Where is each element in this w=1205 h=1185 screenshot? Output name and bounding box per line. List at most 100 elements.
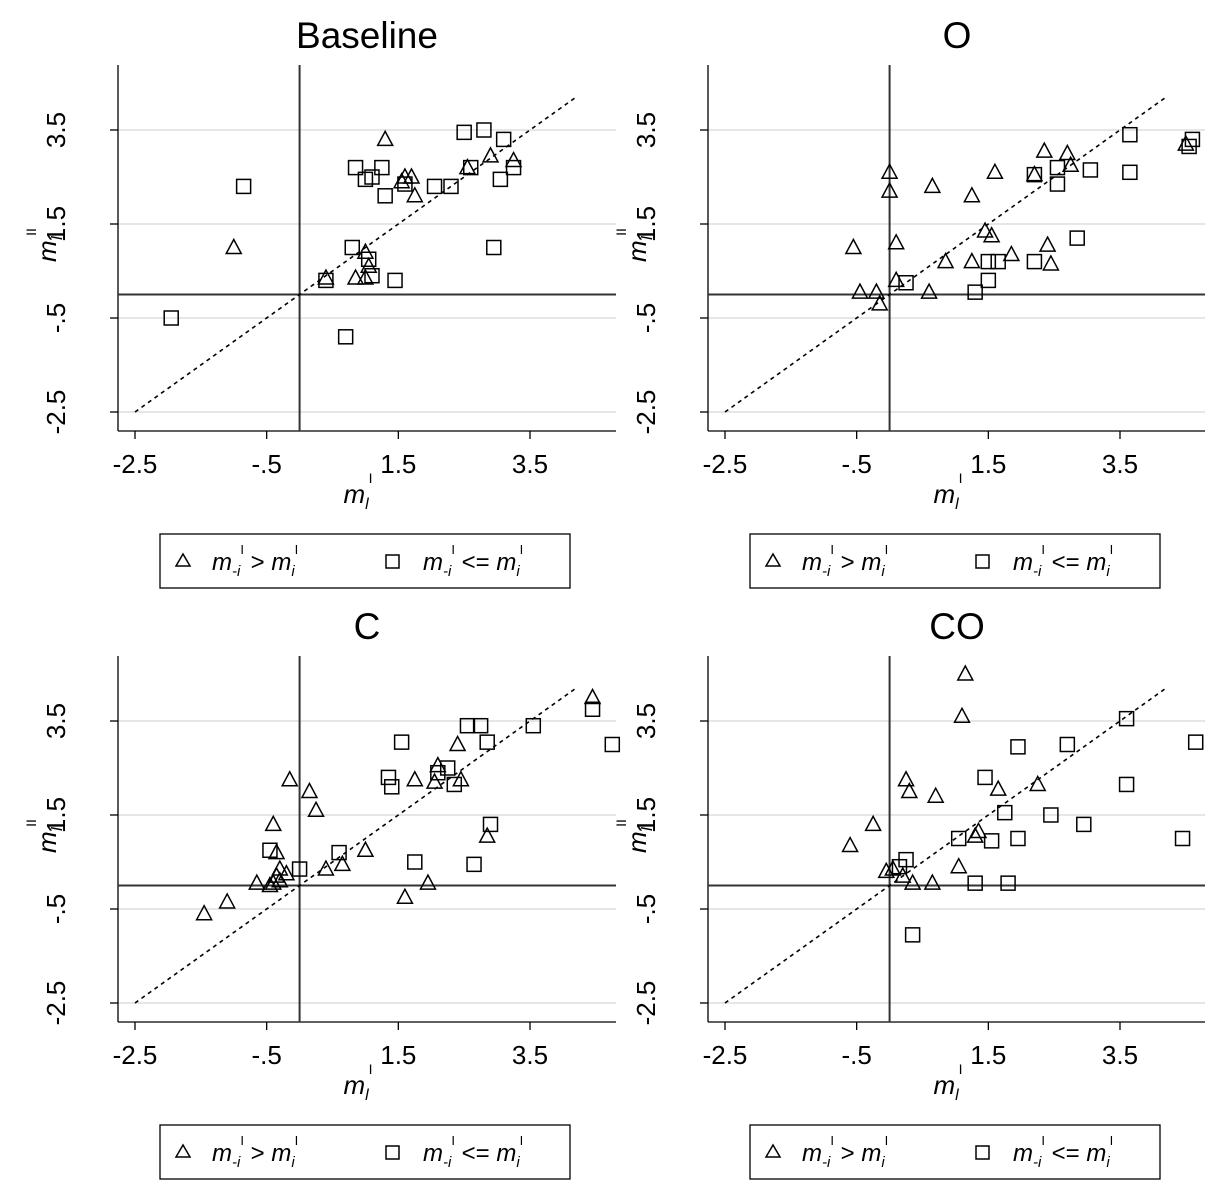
square-marker [1118,710,1135,727]
diagonal-45-line [134,687,577,1004]
square-marker [262,842,278,858]
square-marker [482,816,499,833]
square-marker [604,736,621,753]
y-tick-label: 3.5 [41,703,71,739]
triangle-marker [900,781,919,799]
panel-3: C -2.5 -2.5 -.5 -.5 1.5 1.5 3.5 3.5 mlI mIII m-iI >… [23,606,621,1180]
legend-label-square: m-iI <= miI [1013,1133,1113,1171]
triangle-marker [897,770,915,787]
square-marker [360,251,377,267]
triangle-marker [956,664,975,681]
square-marker [1026,253,1043,270]
triangle-marker [989,779,1007,796]
triangle-marker [953,706,971,724]
x-tick-label: 1.5 [380,1040,416,1070]
panel-2: O -2.5 -2.5 -.5 -.5 1.5 1.5 3.5 3.5 mlI mIII m-iI >… [613,15,1205,589]
triangle-marker [356,242,375,259]
triangle-marker [317,859,335,876]
x-tick-label: -2.5 [703,449,748,479]
legend-triangle-icon [764,1143,782,1158]
square-marker [380,769,397,786]
triangle-marker [986,162,1004,180]
square-marker [331,844,347,861]
legend-box [749,533,1161,589]
triangle-marker [317,268,335,285]
triangle-marker [248,873,266,890]
square-marker [479,734,495,750]
square-marker [443,178,459,195]
panel-4: CO -2.5 -2.5 -.5 -.5 1.5 1.5 3.5 3.5 mlI mIII m-iI … [613,606,1205,1180]
legend-box [749,1124,1161,1180]
y-axis-label: mIII [613,228,656,262]
triangle-marker [356,840,375,857]
square-marker [1122,126,1138,143]
x-tick-label: 1.5 [970,449,1006,479]
y-tick-label: 1.5 [631,206,661,242]
triangle-marker [267,843,286,860]
triangle-marker [963,186,981,203]
square-marker [384,779,400,795]
triangle-marker [877,861,896,879]
square-marker [1010,830,1026,847]
y-tick-label: 1.5 [631,797,661,833]
legend-box [159,533,571,589]
legend-label-square: m-iI <= miI [1013,542,1113,580]
square-marker [1043,807,1059,823]
y-axis-label: mIII [23,819,66,853]
triangle-marker [963,252,981,269]
y-axis-label: mIII [23,228,66,262]
square-marker [898,275,914,291]
x-tick-label: -.5 [841,449,871,479]
triangle-marker [976,221,994,238]
square-marker [439,760,456,776]
square-marker [463,159,479,176]
y-tick-label: 3.5 [41,112,71,148]
x-tick-label: 3.5 [1102,449,1138,479]
triangle-marker [583,687,602,705]
square-marker [486,239,502,256]
square-marker [374,159,390,176]
x-tick-label: -2.5 [113,1040,158,1070]
legend: m-iI > miI m-iI <= miI [749,533,1161,589]
panel-title: CO [929,606,985,647]
legend-box [159,1124,571,1180]
square-marker [1059,736,1076,753]
square-marker [997,804,1013,821]
x-tick-label: 3.5 [512,1040,548,1070]
triangle-marker [419,873,437,890]
square-marker [446,776,463,793]
triangle-marker [429,756,447,773]
triangle-marker [504,150,523,168]
panel-1: Baseline -2.5 -2.5 -.5 -.5 1.5 1.5 3.5 3.5 mlI mII… [23,15,616,589]
x-tick-label: -.5 [251,449,281,479]
triangle-marker [1035,141,1054,158]
triangle-marker [923,176,942,194]
legend-square-icon [975,554,990,569]
triangle-marker [271,859,289,876]
legend-label-square: m-iI <= miI [423,542,523,580]
y-tick-label: 1.5 [41,206,71,242]
triangle-marker [396,887,414,904]
x-axis-label: mlI [343,470,372,513]
square-marker [364,169,380,185]
square-marker [980,253,997,270]
legend: m-iI > miI m-iI <= miI [159,533,571,589]
triangle-marker [277,864,296,881]
triangle-marker [887,233,905,250]
x-tick-label: 1.5 [380,449,416,479]
triangle-marker [1028,774,1047,792]
square-marker [980,272,997,289]
y-tick-label: -.5 [41,894,71,924]
diagonal-45-line [724,96,1167,413]
square-marker [235,178,252,195]
triangle-marker [1061,155,1080,172]
square-marker [1069,230,1085,246]
diagonal-45-line [724,687,1167,1004]
triangle-marker [264,814,283,832]
square-marker [347,159,364,176]
square-marker [505,159,522,176]
y-tick-label: -2.5 [631,981,661,1026]
triangle-marker [300,781,319,799]
triangle-marker [920,282,938,299]
